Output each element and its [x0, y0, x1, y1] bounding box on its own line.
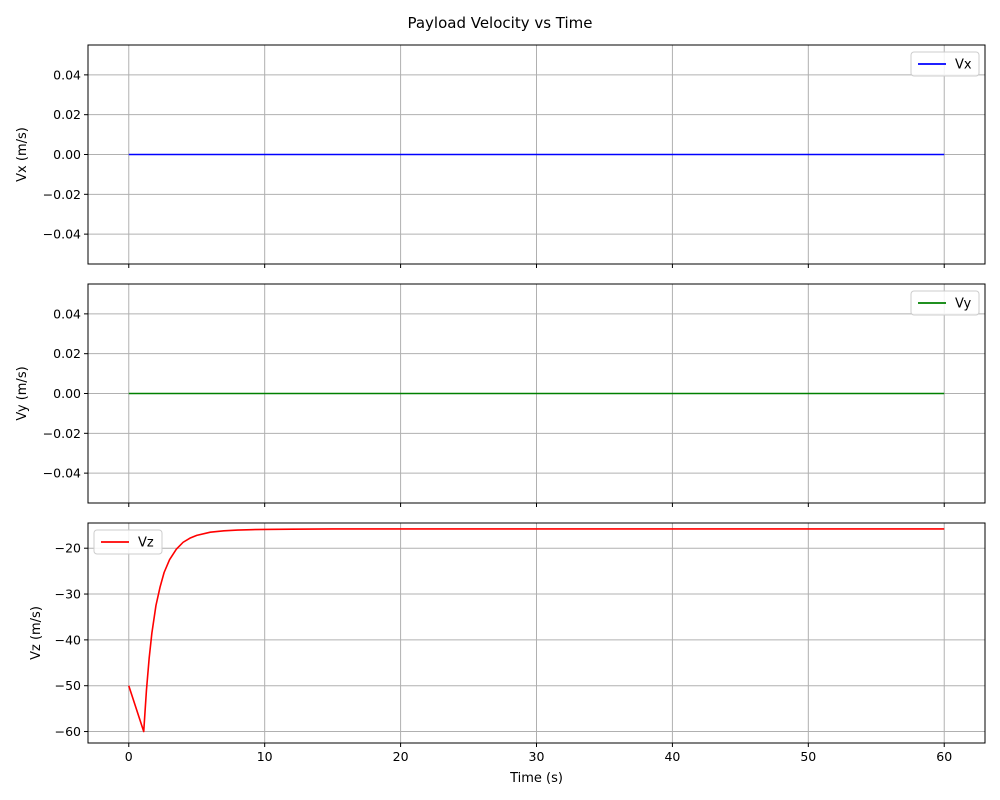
y-tick-label: −0.04	[43, 466, 81, 481]
x-axis-label: Time (s)	[509, 771, 563, 786]
y-tick-label: 0.02	[53, 346, 81, 361]
y-tick-label: 0.00	[53, 386, 81, 401]
y-tick-label: −40	[55, 632, 81, 647]
y-axis-label: Vx (m/s)	[15, 127, 30, 182]
x-tick-label: 50	[800, 749, 816, 764]
y-tick-label: −60	[55, 724, 81, 739]
y-tick-label: 0.04	[53, 67, 81, 82]
chart-title: Payload Velocity vs Time	[407, 14, 592, 32]
y-tick-label: −0.04	[43, 227, 81, 242]
x-tick-label: 40	[664, 749, 680, 764]
y-tick-label: −0.02	[43, 426, 81, 441]
legend: Vz	[93, 529, 163, 555]
x-tick-label: 20	[393, 749, 409, 764]
y-tick-label: −50	[55, 678, 81, 693]
y-tick-label: 0.00	[53, 147, 81, 162]
legend: Vx	[910, 51, 980, 77]
y-axis-label: Vz (m/s)	[29, 606, 44, 660]
x-tick-label: 30	[529, 749, 545, 764]
legend-label: Vy	[955, 297, 972, 312]
subplot-1: −0.04 −0.02 0.00 0.02 0.04 Vx (m/s) Vx	[15, 44, 986, 268]
x-tick-label: 60	[936, 749, 952, 764]
y-tick-label: 0.04	[53, 306, 81, 321]
legend: Vy	[910, 290, 980, 316]
x-tick-label: 0	[125, 749, 133, 764]
legend-label: Vz	[138, 536, 154, 551]
x-tick-label: 10	[257, 749, 273, 764]
series-line-vz	[128, 528, 945, 733]
y-tick-label: 0.02	[53, 107, 81, 122]
subplot-3: 0 10 20 30 40 50 60 −60 −50 −40 −30 −20 Vz (m/s) Time…	[29, 522, 986, 786]
y-axis-label: Vy (m/s)	[15, 366, 30, 420]
legend-label: Vx	[955, 58, 972, 73]
y-tick-label: −20	[55, 541, 81, 556]
subplot-2: −0.04 −0.02 0.00 0.02 0.04 Vy (m/s) Vy	[15, 283, 986, 507]
y-tick-label: −30	[55, 587, 81, 602]
y-tick-label: −0.02	[43, 187, 81, 202]
